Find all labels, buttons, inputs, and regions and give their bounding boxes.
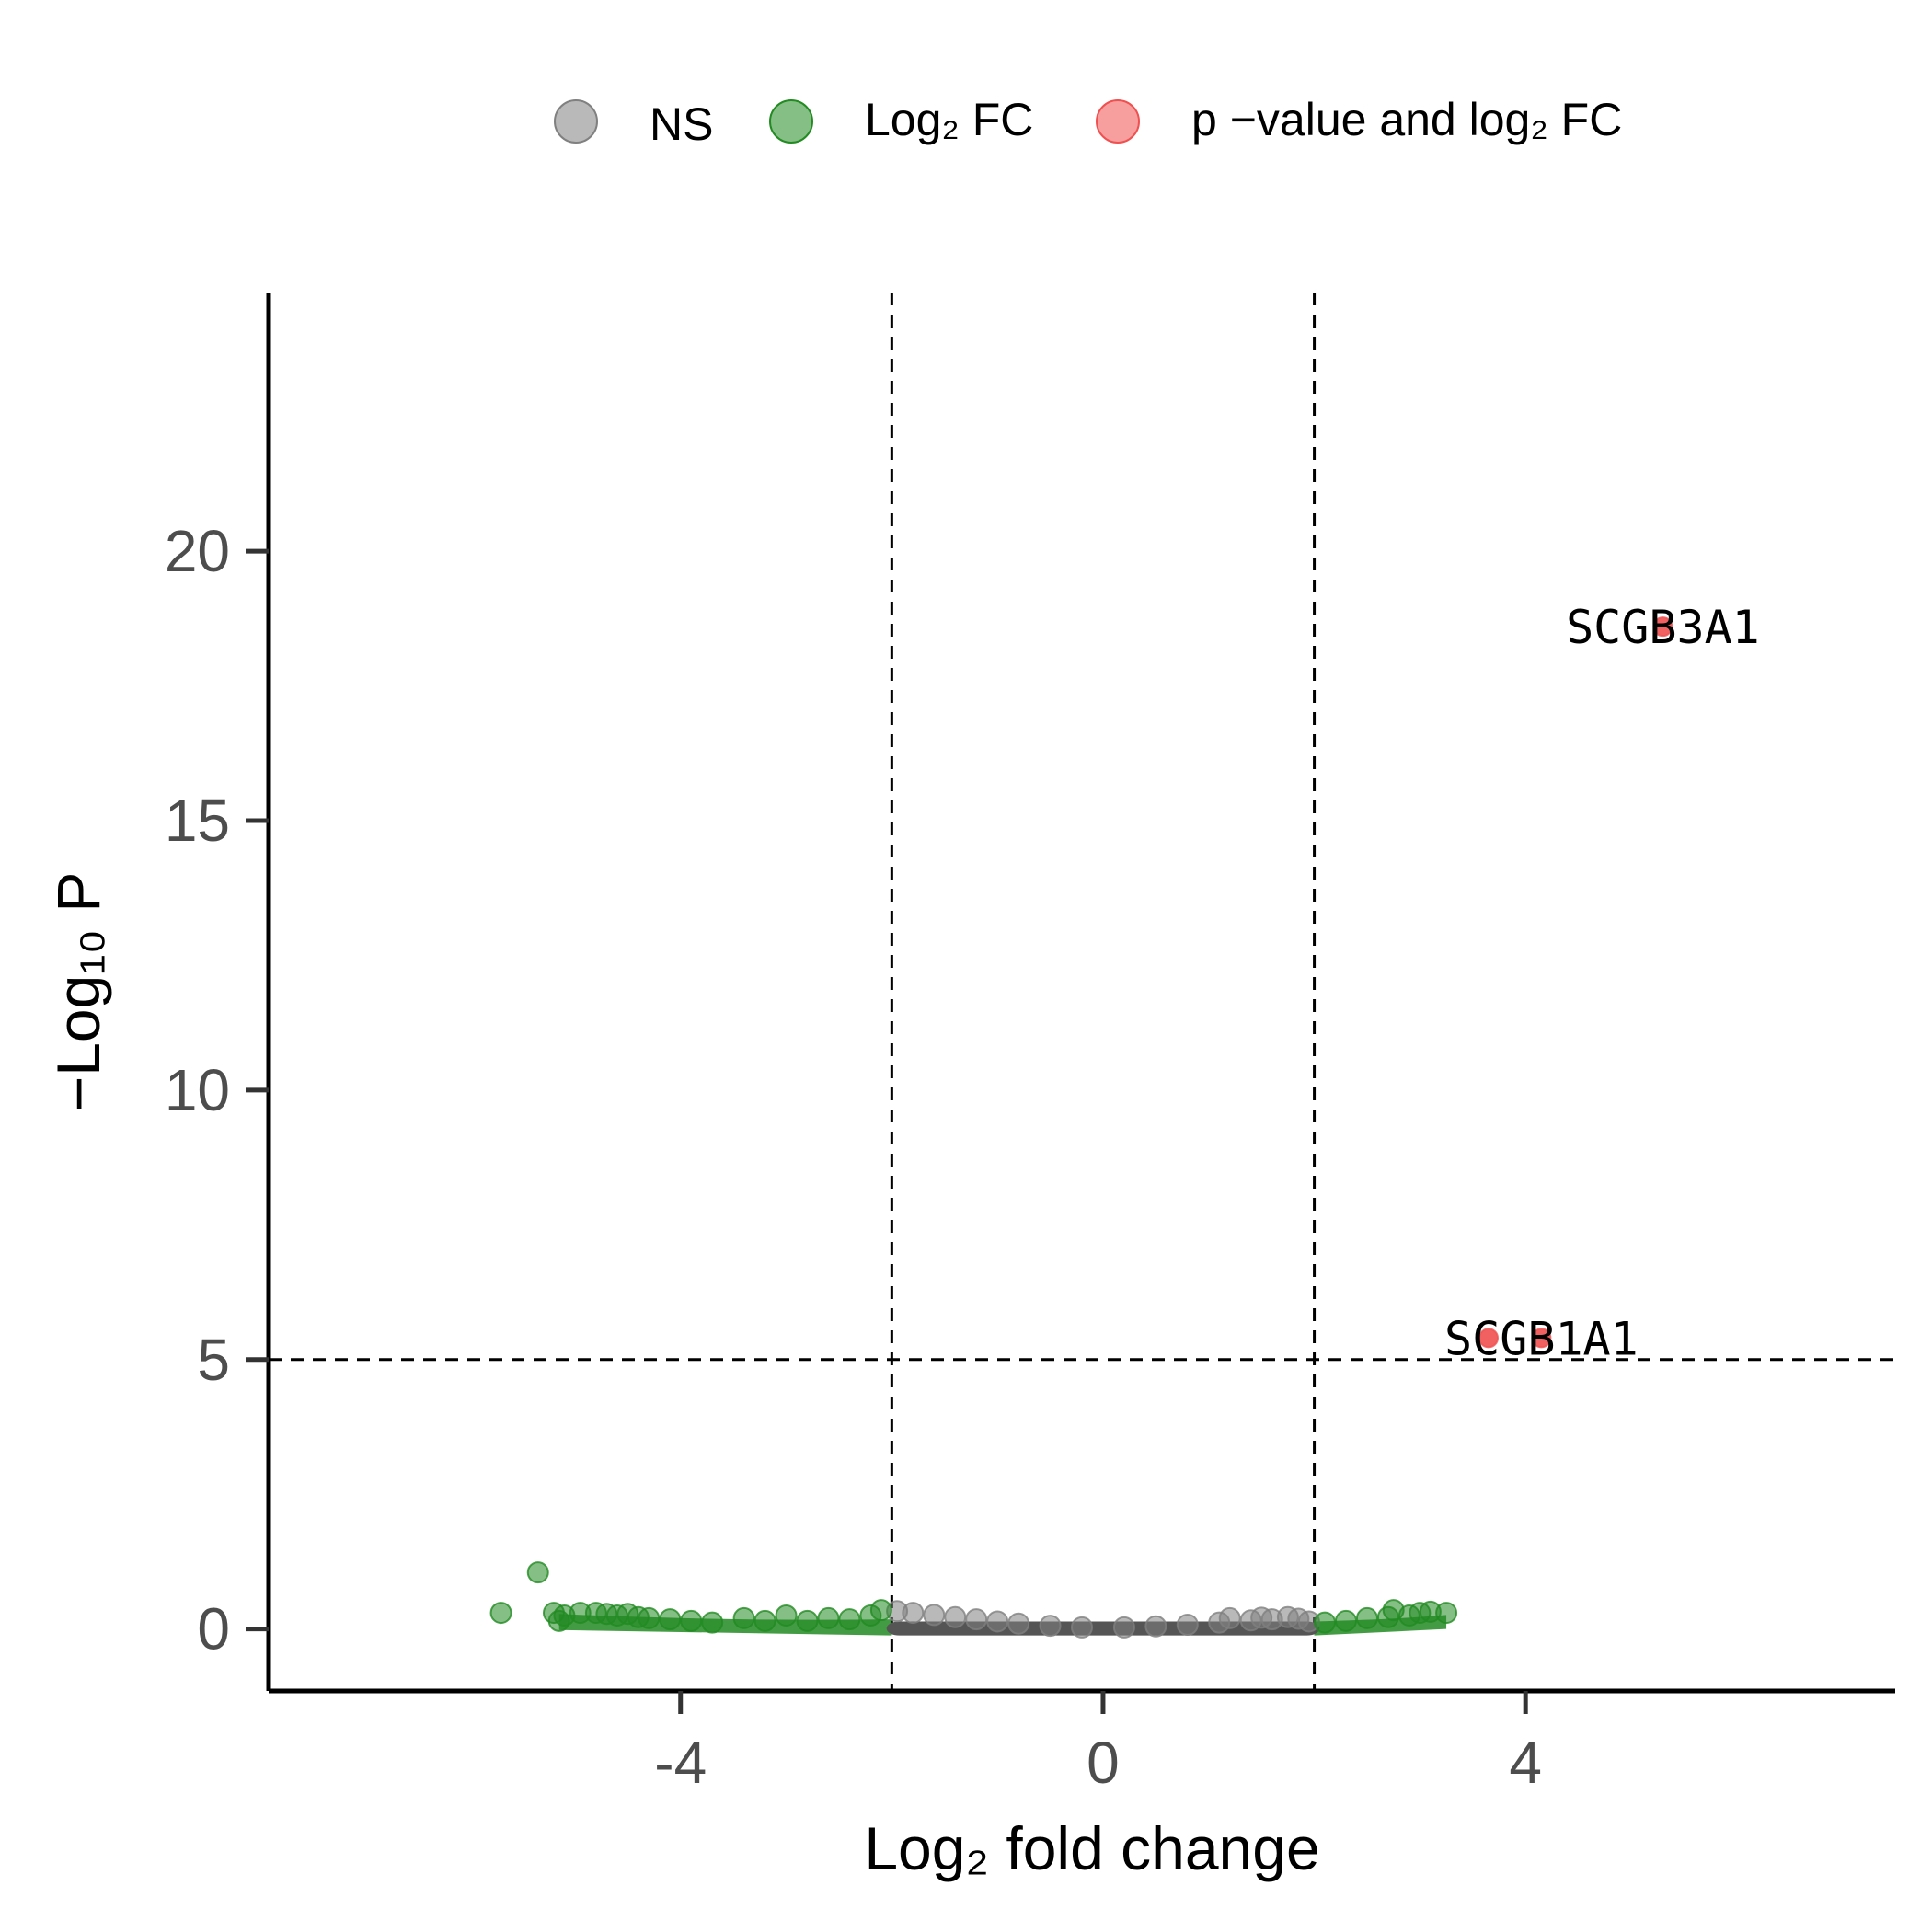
point-ns [986,1610,1009,1633]
point-ns [1007,1612,1030,1635]
point-fc [680,1609,703,1632]
y-tick-label: 20 [165,518,230,584]
x-tick-label: 0 [1087,1730,1120,1796]
legend-label-log2fc: Log₂ FC [865,94,1033,145]
legend-key-ns [554,99,598,144]
point-ns [965,1608,988,1631]
legend-label-ns: NS [650,98,713,150]
points-layer [489,616,1673,1639]
x-axis-title: Log₂ fold change [864,1814,1319,1882]
x-tick-label: 4 [1509,1730,1542,1796]
y-tick-label: 0 [197,1596,230,1662]
x-axis: -4 0 4 [654,1691,1542,1796]
legend-key-pvalue-and-log2fc [1096,99,1140,144]
point-ns [923,1604,946,1627]
point-fc [659,1608,682,1631]
point-fc [489,1602,512,1625]
x-tick-label: -4 [654,1730,707,1796]
point-fc [796,1609,819,1632]
annotations-layer: SCGB3A1 SCGB1A1 [1444,601,1760,1365]
gene-label-scgb3a1: SCGB3A1 [1566,601,1760,654]
point-fc [526,1561,549,1584]
point-ns [1176,1613,1199,1636]
point-ns [902,1602,925,1625]
point-fc [838,1608,861,1631]
point-ns [944,1605,967,1628]
y-tick-label: 15 [165,788,230,854]
point-both [1478,1328,1499,1349]
point-fc [817,1606,840,1629]
point-fc [753,1609,776,1632]
y-axis: 0 5 10 15 20 [165,518,269,1662]
point-fc [638,1606,661,1629]
point-ns [1071,1616,1093,1639]
point-ns [1144,1615,1167,1638]
y-tick-label: 5 [197,1327,230,1393]
point-ns [1218,1606,1241,1629]
point-fc [1335,1609,1358,1632]
point-both [1531,1328,1552,1349]
point-ns [1112,1616,1135,1639]
point-fc [1435,1602,1458,1625]
legend-key-log2fc [769,99,813,144]
point-both [1652,616,1673,638]
point-fc [775,1604,798,1627]
point-fc [1314,1611,1337,1634]
y-tick-label: 10 [165,1057,230,1123]
legend-label-pvalue-and-log2fc: p −value and log₂ FC [1191,94,1622,145]
point-fc [732,1606,755,1629]
gene-label-scgb1a1: SCGB1A1 [1444,1312,1639,1365]
point-fc [701,1611,724,1634]
point-fc [869,1599,892,1622]
legend: NS Log₂ FC p −value and log₂ FC [554,94,1622,150]
y-axis-title: −Log₁₀ P [44,872,112,1112]
point-ns [1039,1615,1062,1638]
point-fc [1355,1606,1378,1629]
